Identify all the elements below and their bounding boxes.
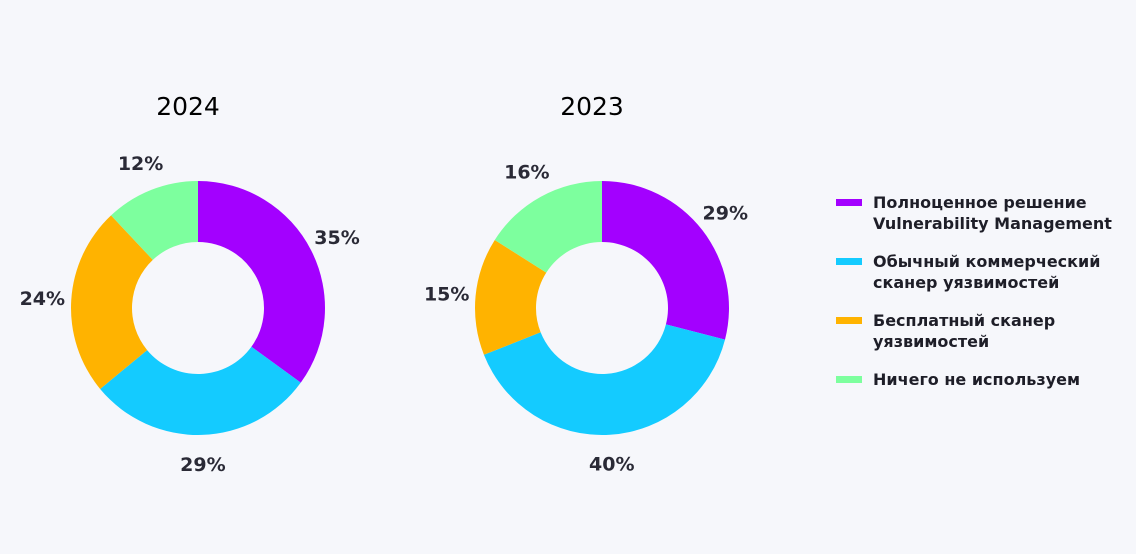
donut-segment — [198, 181, 325, 383]
legend-swatch — [836, 376, 862, 383]
donut-segment — [483, 324, 726, 436]
data-label: 16% — [504, 161, 549, 183]
data-label: 40% — [589, 454, 634, 476]
legend: Полноценное решение Vulnerability Manage… — [836, 192, 1133, 407]
legend-label: Ничего не используем — [873, 370, 1081, 389]
legend-label: Полноценное решение Vulnerability Manage… — [873, 193, 1112, 233]
data-label: 35% — [314, 227, 359, 249]
donut-segment — [71, 215, 153, 389]
legend-label: Обычный коммерческий сканер уязвимостей — [873, 252, 1101, 292]
data-label: 29% — [180, 454, 225, 476]
data-label: 12% — [118, 153, 163, 175]
legend-item: Бесплатный сканер уязвимостей — [836, 310, 1133, 352]
data-label: 15% — [424, 283, 469, 305]
donut-segment — [100, 346, 301, 435]
legend-item: Обычный коммерческий сканер уязвимостей — [836, 251, 1133, 293]
chart-title: 2024 — [156, 92, 220, 121]
legend-swatch — [836, 258, 862, 265]
donut-segment — [602, 181, 729, 340]
donut-segment — [475, 239, 547, 355]
legend-swatch — [836, 317, 862, 324]
legend-item: Ничего не используем — [836, 369, 1133, 390]
legend-item: Полноценное решение Vulnerability Manage… — [836, 192, 1133, 234]
donut-segment — [494, 181, 602, 273]
chart-title: 2023 — [560, 92, 624, 121]
data-label: 29% — [703, 202, 748, 224]
legend-label: Бесплатный сканер уязвимостей — [873, 311, 1056, 351]
legend-swatch — [836, 199, 862, 206]
data-label: 24% — [20, 288, 65, 310]
donut-segment — [111, 181, 198, 260]
